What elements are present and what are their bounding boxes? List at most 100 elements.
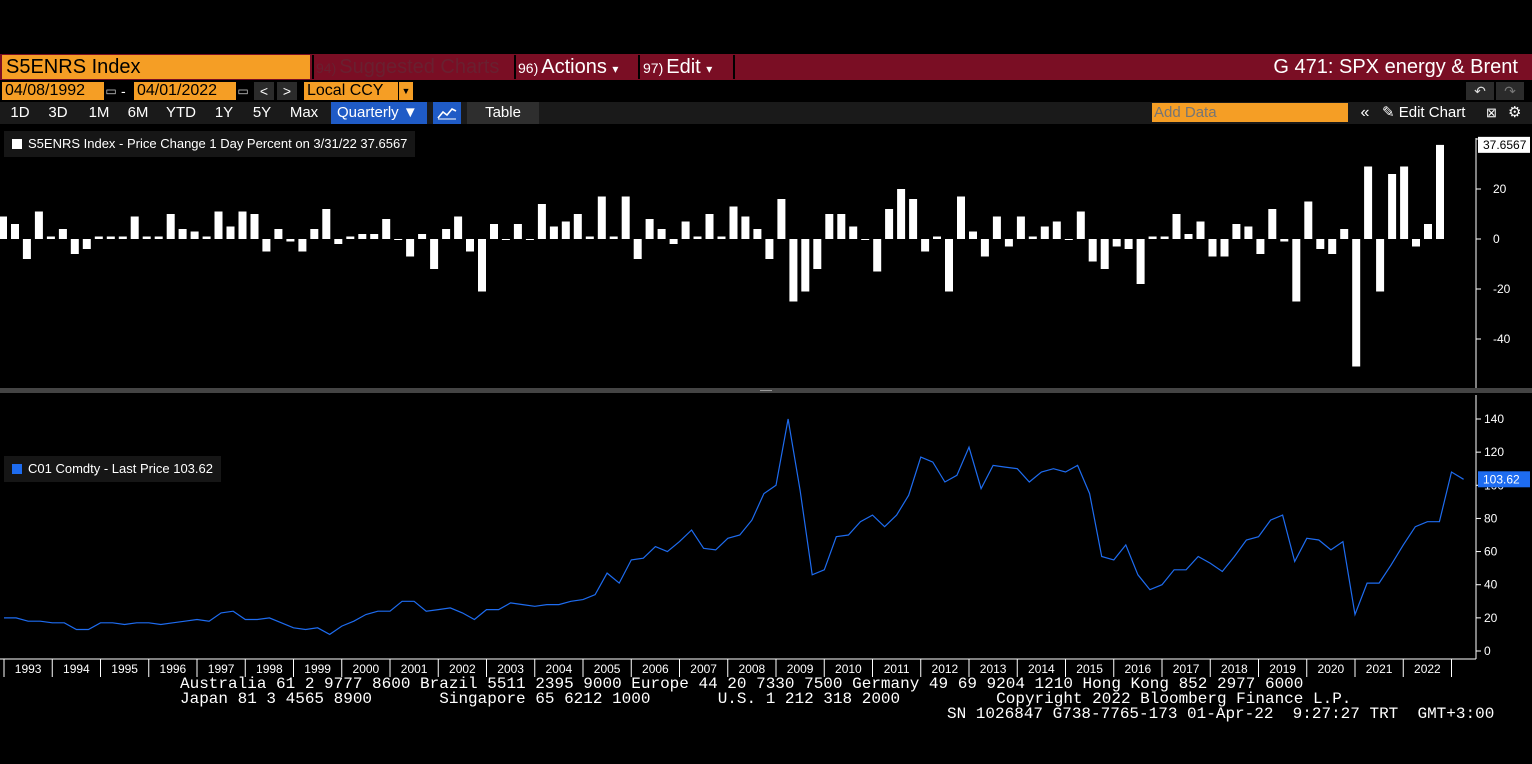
bar xyxy=(1328,239,1337,254)
bar xyxy=(142,236,151,239)
bar xyxy=(106,236,115,239)
bar xyxy=(561,221,570,239)
x-tick-label: 2005 xyxy=(594,662,621,676)
bar xyxy=(1412,239,1420,247)
bar xyxy=(1160,236,1169,239)
calendar-icon[interactable]: ▭ xyxy=(104,82,118,100)
bar xyxy=(370,234,379,239)
suggested-charts-menu[interactable]: 94) Suggested Charts xyxy=(316,55,512,79)
bar xyxy=(34,211,43,239)
period-1m-button[interactable]: 1M xyxy=(88,104,110,121)
bar xyxy=(705,214,714,239)
bar xyxy=(250,214,259,239)
bar xyxy=(430,239,439,269)
edit-layout-icon[interactable]: ⊠ xyxy=(1486,105,1497,120)
table-button[interactable]: Table xyxy=(467,102,539,124)
redo-button[interactable]: ↷ xyxy=(1496,82,1524,100)
bar xyxy=(885,209,894,239)
add-data-input[interactable] xyxy=(1152,103,1348,122)
bar xyxy=(1340,229,1349,239)
period-ytd-button[interactable]: YTD xyxy=(166,104,196,121)
bar xyxy=(765,239,774,259)
x-tick-label: 2019 xyxy=(1269,662,1296,676)
y-tick-label: 120 xyxy=(1484,445,1504,459)
bar xyxy=(130,216,139,239)
bar xyxy=(1220,239,1229,257)
legend-label: C01 Comdty - Last Price 103.62 xyxy=(28,461,213,476)
calendar-icon[interactable]: ▭ xyxy=(236,82,250,100)
bar xyxy=(1112,239,1121,247)
bar xyxy=(861,239,870,240)
ticker-field[interactable]: S5ENRS Index xyxy=(2,55,310,79)
date-separator: - xyxy=(121,83,126,99)
last-value-tag xyxy=(1478,471,1530,488)
period-1d-button[interactable]: 1D xyxy=(10,104,30,121)
period-3d-button[interactable]: 3D xyxy=(48,104,68,121)
chevron-down-icon[interactable]: ▼ xyxy=(398,82,413,100)
price-line xyxy=(4,418,1464,636)
line-chart-icon[interactable] xyxy=(433,102,461,124)
bar xyxy=(933,236,941,239)
bar xyxy=(1124,239,1133,249)
x-tick-label: 2022 xyxy=(1414,662,1441,676)
period-5y-button[interactable]: 5Y xyxy=(252,104,272,121)
chart-title: G 471: SPX energy & Brent xyxy=(1273,56,1518,78)
collapse-icon[interactable]: « xyxy=(1360,104,1370,121)
x-tick-label: 2008 xyxy=(739,662,766,676)
frequency-select[interactable]: Quarterly ▼ xyxy=(331,102,427,124)
start-date-input[interactable]: 04/08/1992 xyxy=(2,82,104,100)
bar xyxy=(310,229,319,239)
bar xyxy=(1088,239,1097,262)
x-tick-label: 2013 xyxy=(980,662,1007,676)
edit-chart-button[interactable]: ✎ Edit Chart xyxy=(1382,104,1466,121)
bar xyxy=(1064,239,1073,240)
next-period-button[interactable]: > xyxy=(277,82,297,100)
period-6m-button[interactable]: 6M xyxy=(127,104,149,121)
bar xyxy=(1256,239,1265,254)
bar xyxy=(1436,144,1444,239)
divider xyxy=(312,55,314,79)
bar xyxy=(621,196,630,239)
divider xyxy=(638,55,640,79)
edit-menu[interactable]: 97) Edit ▾ xyxy=(643,55,731,79)
bar xyxy=(22,239,31,259)
y-tick-label: 20 xyxy=(1493,182,1507,196)
period-max-button[interactable]: Max xyxy=(289,104,319,121)
bar xyxy=(549,226,558,239)
period-1y-button[interactable]: 1Y xyxy=(214,104,234,121)
bar xyxy=(1388,174,1397,239)
x-tick-label: 2003 xyxy=(497,662,524,676)
bar xyxy=(1376,239,1385,292)
legend-swatch xyxy=(12,464,22,474)
undo-button[interactable]: ↶ xyxy=(1466,82,1494,100)
bar xyxy=(597,196,606,239)
x-tick-label: 1998 xyxy=(256,662,283,676)
prev-period-button[interactable]: < xyxy=(254,82,274,100)
bar xyxy=(513,224,522,239)
x-tick-label: 1996 xyxy=(160,662,187,676)
bar xyxy=(1148,236,1157,239)
divider xyxy=(514,55,516,79)
bar xyxy=(1268,209,1277,239)
x-tick-label: 2015 xyxy=(1076,662,1103,676)
menu-number: 97) xyxy=(643,60,664,76)
last-value-label: 37.6567 xyxy=(1483,138,1527,152)
bar xyxy=(1052,221,1061,239)
bar xyxy=(406,239,415,257)
bar xyxy=(1400,166,1409,239)
menu-number: 94) xyxy=(316,60,337,76)
bar xyxy=(1292,239,1301,302)
actions-menu[interactable]: 96) Actions ▾ xyxy=(518,55,636,79)
gear-icon[interactable]: ⚙ xyxy=(1508,104,1522,121)
end-date-input[interactable]: 04/01/2022 xyxy=(134,82,236,100)
currency-select[interactable]: Local CCY xyxy=(304,82,398,100)
x-tick-label: 2020 xyxy=(1318,662,1345,676)
bar xyxy=(11,224,19,239)
x-tick-label: 1993 xyxy=(15,662,42,676)
x-tick-label: 1999 xyxy=(304,662,331,676)
bar xyxy=(849,226,858,239)
bar xyxy=(1196,221,1205,239)
y-tick-label: 0 xyxy=(1493,232,1500,246)
bar xyxy=(1172,214,1181,239)
bar xyxy=(633,239,642,259)
